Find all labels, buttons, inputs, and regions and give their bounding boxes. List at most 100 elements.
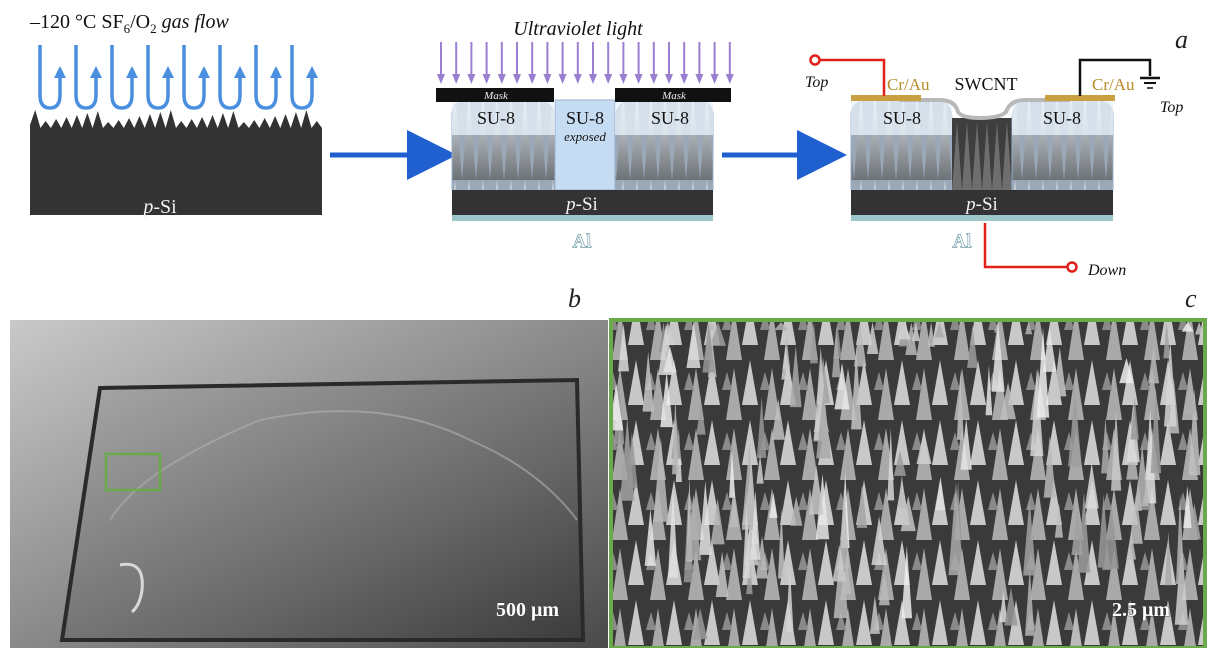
sem-c-spike <box>710 498 725 545</box>
sem-c-spike <box>742 504 751 579</box>
step2-su8-right-cap <box>615 100 713 135</box>
step3-substrate-label: p-Si <box>964 194 998 215</box>
gas-flow-arrowhead <box>54 66 66 78</box>
sem-c-spike <box>1129 493 1143 544</box>
channel-spike <box>962 122 972 190</box>
step3-su8-right-label: SU-8 <box>1043 108 1081 128</box>
sem-c-spike <box>1164 531 1172 586</box>
sem-c-spike <box>710 322 726 346</box>
sem-c-spike <box>851 347 862 430</box>
step3-crau-left-label: Cr/Au <box>887 75 930 94</box>
sem-c-spike <box>660 371 673 428</box>
step3-down-wire <box>983 223 1068 269</box>
step3-top-left-terminal <box>809 54 821 66</box>
channel-spike <box>952 122 962 190</box>
sem-c-spikes <box>608 322 1204 646</box>
sem-c-spike <box>1097 494 1110 568</box>
sem-c-spike <box>756 397 767 458</box>
gas-flow-arrowhead <box>198 66 210 78</box>
sem-c-spike <box>1004 587 1018 626</box>
sem-c-spike <box>912 322 920 342</box>
uv-arrowhead <box>589 74 597 84</box>
uv-arrowhead <box>543 74 552 84</box>
step3-down-terminal <box>1066 261 1078 273</box>
step3-crau-right-pad <box>1045 95 1115 101</box>
sem-c-spike <box>901 545 913 619</box>
sem-c-spike <box>663 346 677 373</box>
sem-c-spike <box>956 370 964 440</box>
step2-group: Ultraviolet light Mask Mask SU-8 SU-8 ex… <box>436 18 734 252</box>
sem-c-spike <box>1119 357 1134 384</box>
uv-arrowhead <box>725 74 734 84</box>
gas-flow-arrow <box>110 45 134 110</box>
sem-c-spike <box>1025 568 1035 636</box>
gas-flow-arrow <box>290 45 314 110</box>
sem-c-spike <box>774 322 788 331</box>
sem-c-spike <box>771 398 785 440</box>
step2-al-label: Al <box>573 231 592 252</box>
sem-c-spike <box>809 322 818 364</box>
sem-c-spike <box>999 590 1008 623</box>
sem-c-spike <box>897 475 907 509</box>
step3-swcnt-film <box>900 98 1070 121</box>
gas-flow-arrowhead <box>234 66 246 78</box>
step2-mask-left <box>436 88 554 102</box>
channel-spike <box>982 122 992 190</box>
sem-c-spike <box>729 493 739 528</box>
sem-c-spike <box>1135 445 1150 507</box>
gas-flow-label: –120 °C SF6/O2 gas flow <box>29 11 229 36</box>
sem-c-spike <box>672 396 679 475</box>
sem-c-spike <box>948 482 964 576</box>
panel-label-b: b <box>568 284 581 313</box>
sem-c-spike <box>1030 369 1044 457</box>
sem-c-spike <box>878 572 890 606</box>
sem-c-spike <box>808 465 824 515</box>
sem-c-spike <box>1025 322 1033 335</box>
step2-su8-right-label: SU-8 <box>651 108 689 128</box>
gas-flow-arrowhead <box>306 66 318 78</box>
channel-spike <box>972 122 982 190</box>
sem-c-spike <box>1181 322 1194 332</box>
sem-c-spike <box>967 325 978 368</box>
sem-c-spike <box>1023 498 1036 576</box>
sem-c-spike <box>1077 492 1091 573</box>
sem-c-spike <box>935 476 946 511</box>
sem-c-spike <box>626 432 638 489</box>
step2-mask-right-label: Mask <box>661 90 687 102</box>
sem-b-membrane <box>59 377 586 642</box>
sem-c-spike <box>789 345 802 408</box>
sem-c-spike <box>927 322 935 347</box>
step2-mask-left-label: Mask <box>483 90 509 102</box>
gas-flow-arrow <box>254 45 278 110</box>
sem-c-spike <box>985 365 993 416</box>
sem-c-spike <box>1148 345 1160 384</box>
step3-swcnt-label: SWCNT <box>955 74 1018 94</box>
uv-arrowhead <box>604 74 613 84</box>
sem-c-spike <box>769 492 778 518</box>
sem-c-spike <box>832 327 841 378</box>
gas-flow-arrows <box>38 45 318 110</box>
sem-c-spike <box>618 323 630 372</box>
sem-c-spike <box>1163 322 1171 359</box>
uv-arrowhead <box>467 74 476 84</box>
step2-al-layer <box>452 215 713 221</box>
sem-c-spike <box>815 474 830 540</box>
sem-c-spike <box>1000 382 1016 420</box>
gas-flow-arrow <box>182 45 206 110</box>
sem-c-spike <box>1150 387 1162 474</box>
gas-flow-arrowhead <box>90 66 102 78</box>
step2-substrate <box>452 190 713 215</box>
sem-c-spike <box>893 450 907 476</box>
sem-c-spike <box>866 322 879 354</box>
sem-c-spike <box>755 535 769 579</box>
step3-top-right-label: Top <box>1160 99 1183 116</box>
uv-arrowhead <box>695 74 704 84</box>
step3-su8-right-cap <box>1012 100 1113 135</box>
step3-substrate <box>851 190 1113 215</box>
sem-c-spike <box>853 322 867 367</box>
step3-su8-left-cap <box>851 100 952 135</box>
gas-flow-arrowhead <box>126 66 138 78</box>
sem-c-spike <box>702 322 716 373</box>
gas-flow-arrowhead <box>270 66 282 78</box>
sem-c-spike <box>1110 409 1122 491</box>
